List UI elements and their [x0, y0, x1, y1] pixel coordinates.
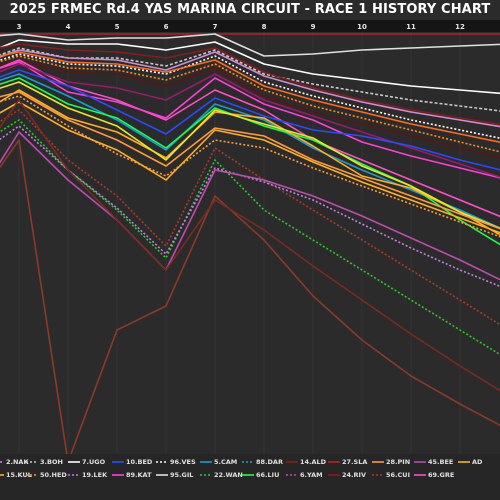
series-line-27-sla	[0, 43, 500, 126]
legend-label: 89.KAT	[126, 471, 152, 479]
legend-item: 89.KAT	[112, 471, 152, 479]
lap-tick-label: 7	[213, 23, 218, 31]
series-line-95-gil	[0, 33, 500, 57]
legend-item: 19.LEK	[68, 471, 108, 479]
series-line-50-hed	[0, 95, 500, 238]
legend-item: 3.BOH	[26, 458, 63, 466]
legend-item: 88.DAR	[242, 458, 283, 466]
legend-label: 28.PIN	[386, 458, 410, 466]
series-line-5-cam	[0, 73, 500, 229]
lap-tick-label: 12	[455, 23, 465, 31]
legend-label: 24.RIV	[342, 471, 366, 479]
legend-label: 45.BEE	[428, 458, 453, 466]
legend-label: 95.GIL	[170, 471, 193, 479]
legend-item: 69.GRE	[414, 471, 454, 479]
legend-item: 45.BEE	[414, 458, 453, 466]
legend-label: 15.KUL	[6, 471, 32, 479]
legend-background	[0, 454, 500, 500]
series-line-14-ald	[0, 51, 500, 143]
series-line-28-pin	[0, 91, 500, 230]
series-line-4-her	[0, 81, 500, 230]
lap-tick-label: 11	[406, 23, 416, 31]
lap-axis-band	[0, 20, 500, 32]
legend-label: AD	[472, 458, 483, 466]
series-line-88-dar	[0, 55, 500, 153]
series-line-6-yam	[0, 131, 500, 281]
legend-item: 27.SLA	[328, 458, 367, 466]
legend-item: 56.CUI	[372, 471, 410, 479]
lap-tick-label: 6	[164, 23, 169, 31]
series-line-10-bed	[0, 69, 500, 171]
legend-label: 88.DAR	[256, 458, 283, 466]
lap-tick-label: 10	[357, 23, 367, 31]
legend-item: 15.KUL	[0, 471, 32, 479]
series-line-ad	[0, 101, 500, 234]
legend-item: 50.HED	[26, 471, 67, 479]
series-line-89-kat	[0, 61, 500, 179]
series-line-ext	[0, 99, 500, 392]
legend-item: 28.PIN	[372, 458, 410, 466]
legend-item: 24.RIV	[328, 471, 366, 479]
legend-label: 10.BED	[126, 458, 153, 466]
lap-tick-label: 4	[66, 23, 71, 31]
legend-item: 6.YAM	[286, 471, 323, 479]
legend: 2.NAK 3.BOH 7.UGO 10.BED 96.VES 5.CAM 88.DAR 14…	[0, 458, 483, 479]
series-line-69-gre	[0, 59, 500, 218]
series-line-15-kul	[0, 89, 500, 236]
lap-tick-label: 9	[311, 23, 316, 31]
legend-label: 56.CUI	[386, 471, 410, 479]
legend-item: 14.ALD	[286, 458, 327, 466]
series-line-45-bee	[0, 63, 500, 178]
legend-label: 5.CAM	[214, 458, 237, 466]
series-line-96-ves	[0, 53, 500, 139]
legend-item: 66.LIU	[242, 471, 279, 479]
legend-label: 22.WAN	[214, 471, 243, 479]
legend-label: 69.GRE	[428, 471, 454, 479]
lap-tick-label: 8	[262, 23, 267, 31]
legend-label: 2.NAK	[6, 458, 29, 466]
series-group	[0, 33, 500, 463]
legend-item: 96.VES	[156, 458, 196, 466]
legend-label: 14.ALD	[300, 458, 327, 466]
legend-item: AD	[458, 458, 483, 466]
legend-label: 50.HED	[40, 471, 67, 479]
lap-tick-label: 3	[17, 23, 22, 31]
legend-label: 19.LEK	[82, 471, 108, 479]
legend-label: 96.VES	[170, 458, 196, 466]
series-line-pit	[0, 139, 500, 463]
legend-item: 22.WAN	[200, 471, 243, 479]
legend-label: 7.UGO	[82, 458, 106, 466]
legend-item: 2.NAK	[0, 458, 29, 466]
legend-item: 7.UGO	[68, 458, 106, 466]
legend-label: 3.BOH	[40, 458, 63, 466]
series-line-56-cui	[0, 109, 500, 326]
lap-tick-label: 5	[115, 23, 120, 31]
legend-label: 66.LIU	[256, 471, 279, 479]
series-line-24-riv	[0, 59, 500, 159]
series-line-22-wan	[0, 119, 500, 356]
series-line-7-ugo	[0, 39, 500, 95]
chart-title: 2025 FRMEC Rd.4 YAS MARINA CIRCUIT - RAC…	[0, 0, 500, 20]
legend-item: 95.GIL	[156, 471, 193, 479]
grid-lines	[18, 32, 461, 460]
legend-item: 10.BED	[112, 458, 153, 466]
series-line-2-nak	[0, 49, 500, 128]
legend-label: 6.YAM	[300, 471, 323, 479]
legend-item: 5.CAM	[200, 458, 237, 466]
legend-label: 27.SLA	[342, 458, 367, 466]
